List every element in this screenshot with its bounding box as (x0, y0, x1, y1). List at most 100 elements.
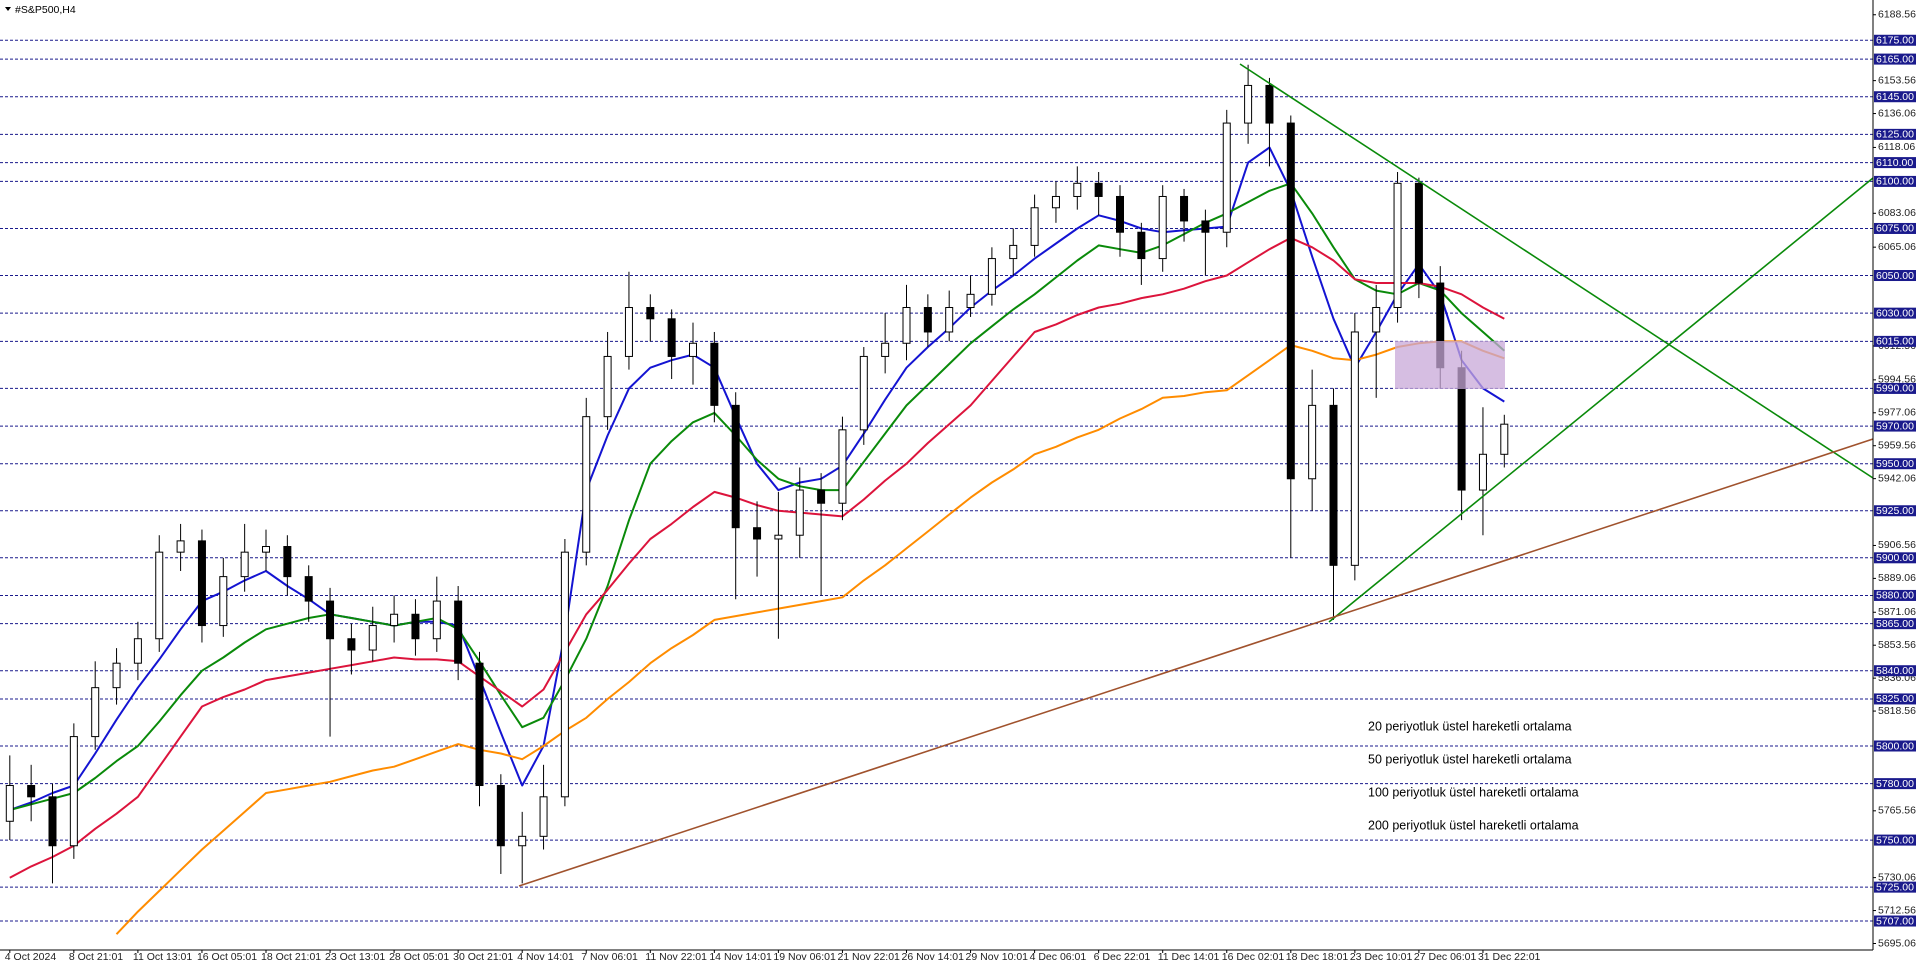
level-label-box (1874, 420, 1916, 432)
x-tick-label: 21 Nov 22:01 (837, 951, 900, 963)
level-label-box (1874, 307, 1916, 319)
candle-body (69, 736, 78, 847)
x-tick-label: 16 Dec 02:01 (1222, 951, 1285, 963)
candle-body (731, 404, 740, 529)
candle-body (133, 638, 142, 664)
x-tick-label: 18 Dec 18:01 (1286, 951, 1349, 963)
candle-body (432, 600, 441, 640)
candle-body (966, 293, 975, 309)
candle-body (1030, 207, 1039, 246)
level-label: 5880.00 (1876, 590, 1914, 602)
candle-body (624, 307, 633, 357)
candle-body (560, 551, 569, 798)
candle-body (667, 318, 676, 357)
level-label: 5750.00 (1876, 834, 1914, 846)
candles (5, 64, 1509, 884)
candle-body (817, 489, 826, 504)
moving-average-line (9, 182, 1505, 811)
legend-entry: 200 periyotluk üstel hareketli ortalama (1368, 818, 1579, 832)
candle-body (91, 687, 100, 738)
candle-body (987, 258, 996, 295)
candle-body (1158, 195, 1167, 260)
level-label: 5725.00 (1876, 881, 1914, 893)
time-axis-background (0, 950, 1916, 963)
candle-body (1329, 404, 1338, 566)
candle-body (304, 576, 313, 602)
x-tick-label: 23 Oct 13:01 (325, 951, 385, 963)
candle-body (1500, 423, 1509, 455)
level-label-box (1874, 382, 1916, 394)
level-label: 6100.00 (1876, 176, 1914, 188)
candle-body (1265, 84, 1274, 124)
level-label-box (1874, 335, 1916, 347)
x-tick-label: 4 Dec 06:01 (1030, 951, 1087, 963)
x-tick-label: 6 Dec 22:01 (1094, 951, 1151, 963)
level-label: 5800.00 (1876, 740, 1914, 752)
candle-body (326, 600, 335, 640)
moving-average-line (115, 340, 1505, 935)
candle-body (1308, 404, 1317, 480)
level-label-box (1874, 128, 1916, 140)
candle-body (838, 429, 847, 504)
candle-body (112, 662, 121, 689)
candle-body (411, 613, 420, 640)
candle-body (347, 638, 356, 651)
level-label: 5970.00 (1876, 420, 1914, 432)
trend-line (518, 438, 1874, 887)
level-label: 5780.00 (1876, 778, 1914, 790)
moving-average-line (9, 146, 1505, 811)
y-tick-label: 5730.06 (1878, 871, 1916, 883)
candle-body (1009, 244, 1018, 260)
x-tick-label: 23 Dec 10:01 (1350, 951, 1413, 963)
level-label-box (1874, 881, 1916, 893)
level-label: 5865.00 (1876, 618, 1914, 630)
level-label-box (1874, 665, 1916, 677)
level-label-box (1874, 693, 1916, 705)
candle-body (1094, 182, 1103, 197)
x-tick-label: 8 Oct 21:01 (69, 951, 123, 963)
candle-body (1414, 182, 1423, 284)
candle-body (475, 662, 484, 787)
candle-body (1051, 195, 1060, 209)
candle-body (710, 342, 719, 406)
chart-title: #S&P500,H4 (15, 4, 76, 16)
candle-body (902, 307, 911, 344)
candle-body (795, 489, 804, 536)
candle-body (454, 600, 463, 664)
level-label-box (1874, 589, 1916, 601)
level-label: 6175.00 (1876, 35, 1914, 47)
level-label-box (1874, 618, 1916, 630)
candle-body (176, 540, 185, 553)
y-tick-label: 5959.56 (1878, 439, 1916, 451)
x-tick-label: 18 Oct 21:01 (261, 951, 321, 963)
trend-line (1239, 63, 1874, 479)
level-label: 5950.00 (1876, 458, 1914, 470)
drawings (518, 63, 1874, 887)
candle-body (1073, 182, 1082, 197)
candle-body (582, 416, 591, 553)
x-tick-label: 7 Nov 06:01 (581, 951, 638, 963)
x-tick-label: 19 Nov 06:01 (773, 951, 836, 963)
candle-body (27, 785, 36, 798)
y-tick-label: 5994.56 (1878, 374, 1916, 386)
candle-body (1244, 84, 1253, 124)
y-tick-label: 6188.56 (1878, 9, 1916, 21)
y-tick-label: 6065.06 (1878, 241, 1916, 253)
x-tick-label: 11 Oct 13:01 (133, 951, 193, 963)
candle-body (689, 342, 697, 357)
candle-body (368, 625, 377, 651)
level-label-box (1874, 505, 1916, 517)
trend-line (1328, 177, 1874, 623)
level-label: 5925.00 (1876, 505, 1914, 517)
y-tick-label: 6118.06 (1878, 141, 1915, 153)
level-label: 6165.00 (1876, 53, 1914, 65)
y-tick-label: 6153.56 (1878, 74, 1916, 86)
x-tick-label: 4 Nov 14:01 (517, 951, 574, 963)
level-label: 6075.00 (1876, 223, 1914, 235)
candle-body (1201, 220, 1210, 233)
y-tick-label: 5818.56 (1878, 705, 1916, 717)
level-label: 5990.00 (1876, 383, 1914, 395)
level-label: 5825.00 (1876, 693, 1914, 705)
level-label: 5707.00 (1876, 915, 1914, 927)
